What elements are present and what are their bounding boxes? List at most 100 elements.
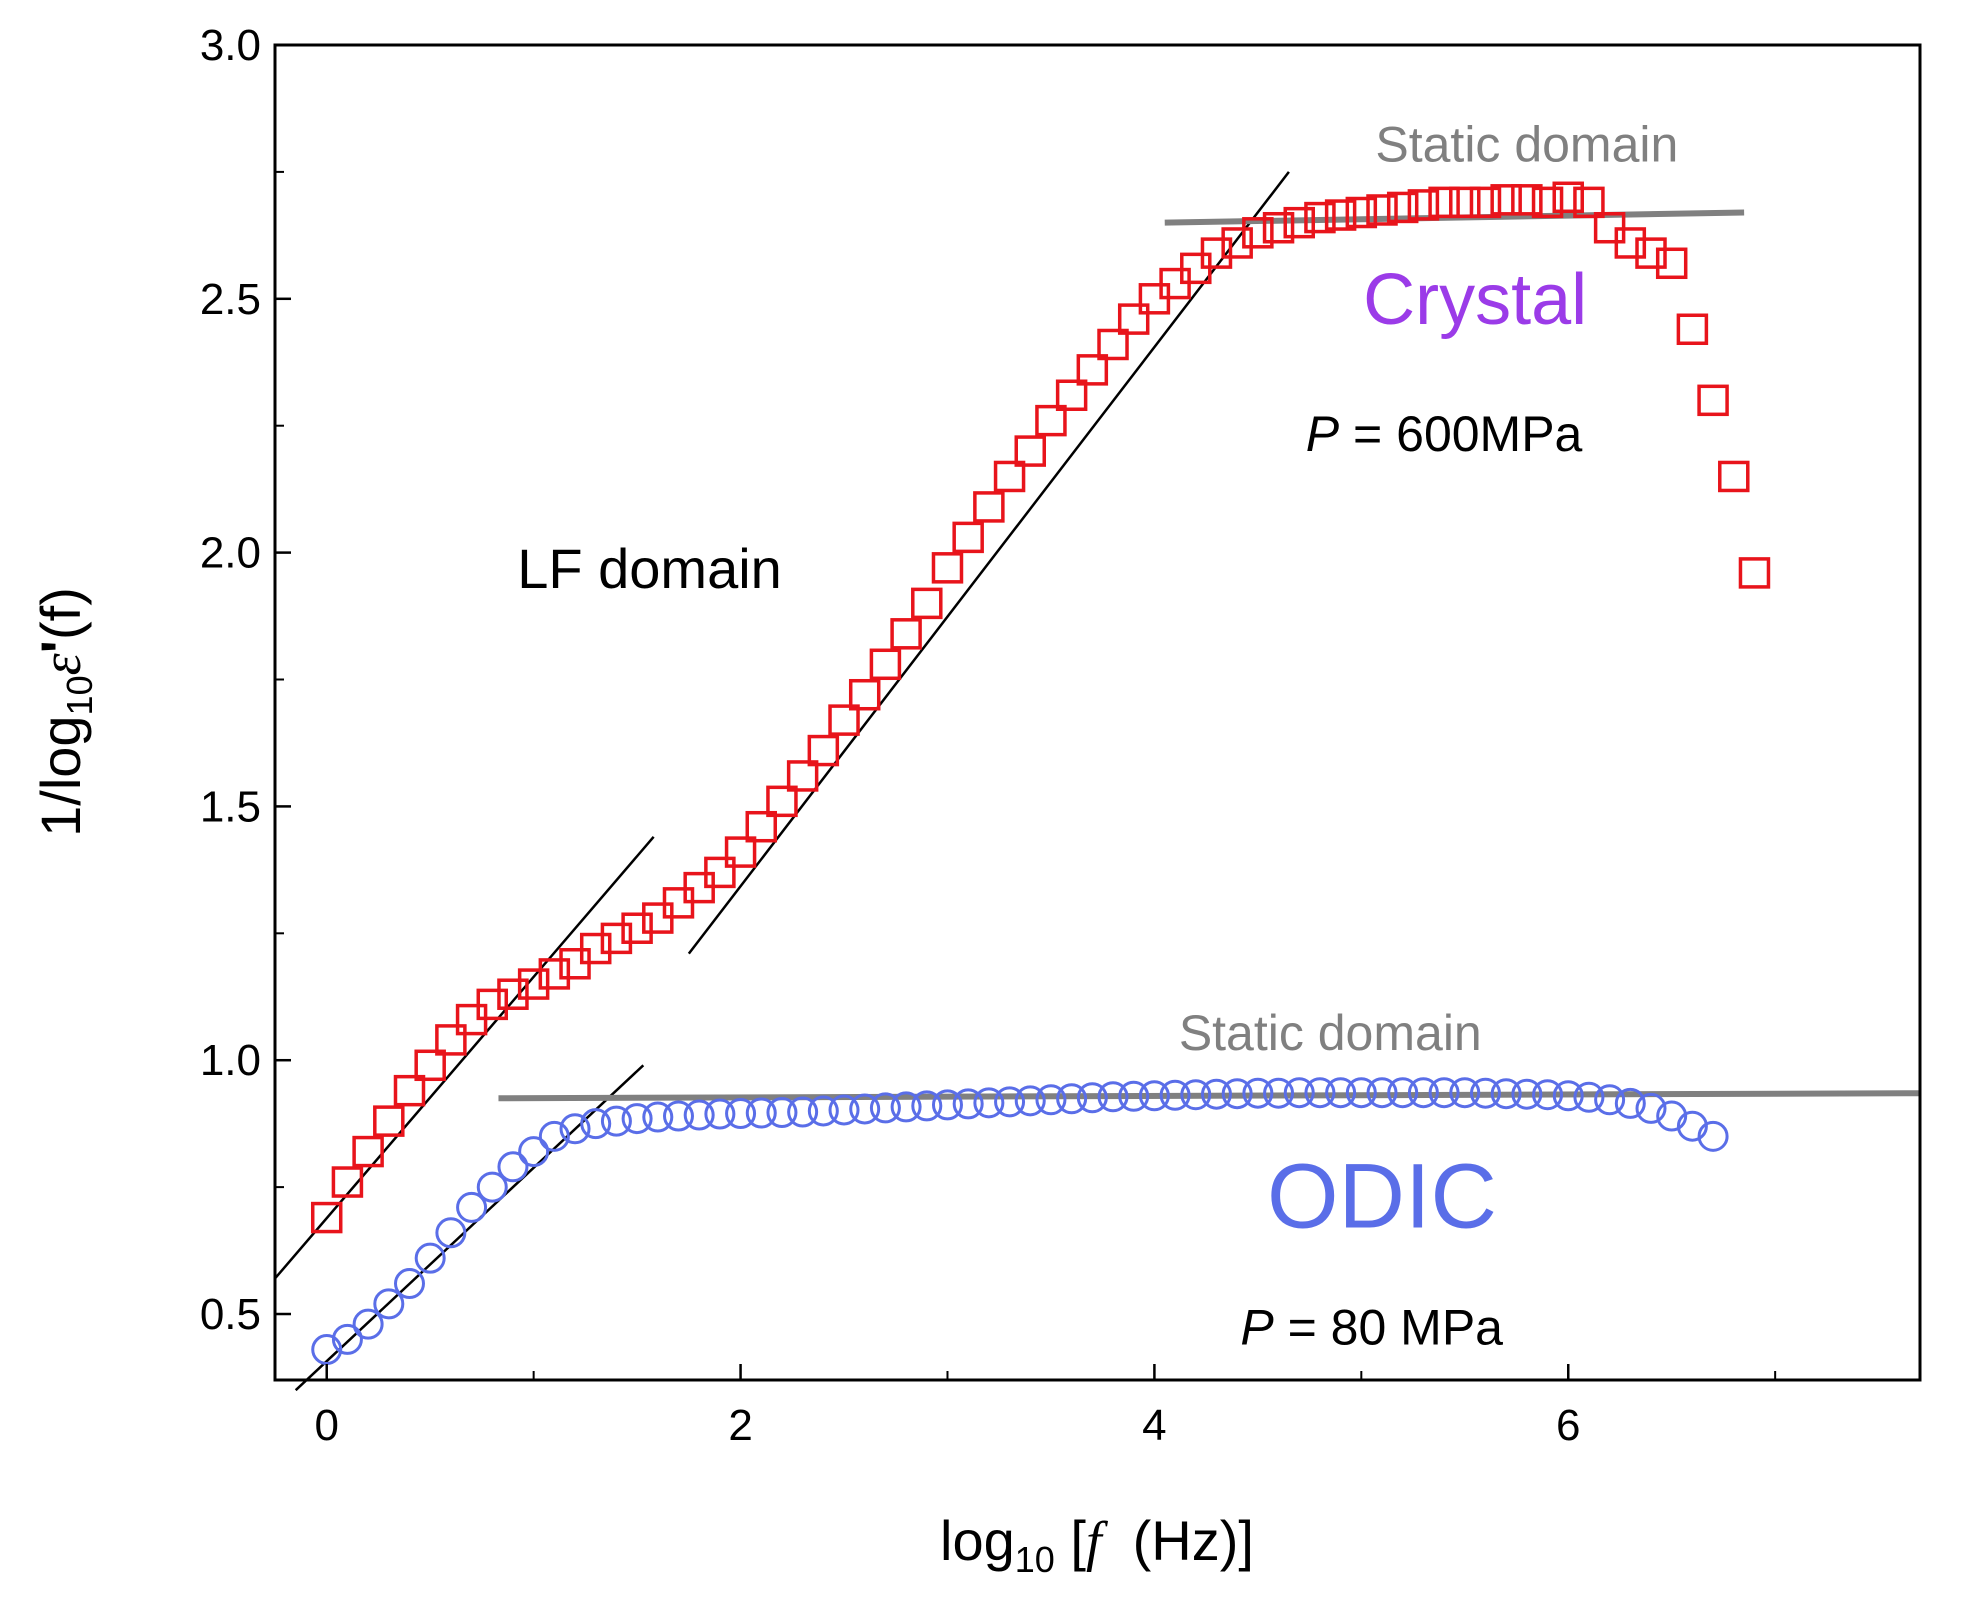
odic-point [414,1242,446,1274]
odic-point [1014,1085,1046,1117]
crystal-point [579,932,612,965]
odic-pressure-label: P = 80 MPa [1240,1299,1503,1355]
crystal-point [807,734,840,767]
odic-point [476,1171,508,1203]
odic-point [1242,1077,1274,1109]
y-tick-label: 0.5 [200,1290,261,1339]
crystal-point [1718,460,1750,493]
crystal-point [1490,184,1522,216]
odic-point [1573,1081,1605,1113]
y-tick-label: 3.0 [200,21,261,70]
crystal-point [890,618,922,650]
odic-point [1532,1079,1564,1111]
odic-point [1200,1078,1232,1110]
x-axis-title: log10 [f (Hz)] [940,1509,1254,1580]
crystal-point [1055,379,1088,411]
odic-point [538,1120,570,1152]
odic-point [869,1092,901,1124]
odic-point [828,1094,860,1126]
odic-point [1449,1077,1481,1109]
odic-point [621,1103,653,1135]
crystal-point [1242,217,1274,249]
odic-point [1118,1080,1150,1112]
plot-frame [273,43,1922,1382]
odic-point [1304,1077,1336,1109]
odic-point [1097,1081,1129,1113]
odic-point [311,1334,343,1366]
crystal-point [993,460,1026,493]
crystal-point [1428,186,1460,219]
x-tick-label: 2 [728,1401,752,1450]
crystal-point [1697,384,1729,417]
odic-point [1614,1087,1646,1119]
crystal-point [1407,189,1440,221]
odic-point [931,1089,963,1121]
odic-point [373,1288,405,1320]
odic-point [994,1086,1026,1118]
crystal-point [1283,206,1315,239]
crystal-point [1345,196,1378,229]
crystal-point [1117,303,1150,335]
crystal-point [1366,194,1398,226]
odic-point [1035,1084,1067,1116]
annotations: Static domain Crystal Static domain LF doma… [517,117,1678,1356]
odic-point [766,1096,798,1128]
crystal-point [786,760,819,792]
odic-point [1511,1078,1543,1110]
crystal-point [973,491,1005,523]
crystal-point [1449,186,1481,219]
odic-point [849,1093,881,1125]
crystal-point [393,1074,426,1107]
x-tick-label: 6 [1556,1401,1580,1450]
odic-point [1490,1078,1522,1110]
odic-point [559,1113,591,1145]
static-domain-label-odic: Static domain [1179,1005,1482,1061]
x-tick-label: 4 [1142,1401,1166,1450]
odic-point [1345,1077,1377,1109]
crystal-point [931,552,964,584]
crystal-lf-fit-high [687,171,1290,955]
odic-point [600,1105,632,1137]
odic-point [1697,1120,1729,1152]
crystal-point [704,856,736,889]
odic-point [331,1323,363,1355]
odic-point [1656,1100,1688,1132]
odic-label: ODIC [1267,1146,1497,1248]
crystal-point [1221,227,1253,259]
odic-point [435,1217,467,1249]
odic-point [580,1108,612,1140]
odic-point [1676,1110,1708,1142]
crystal-point [1469,186,1502,219]
crystal-point [476,988,509,1021]
crystal-point [538,958,571,990]
crystal-point [1076,354,1109,386]
y-tick-label: 2.0 [200,529,261,578]
odic-point [1283,1077,1315,1109]
crystal-point [911,587,943,620]
pressure-value: = 80 MPa [1274,1299,1503,1355]
crystal-point [869,648,902,681]
crystal-point [1035,404,1067,437]
crystal-point [414,1049,446,1082]
crystal-point [1014,435,1047,467]
lf-domain-label: LF domain [517,537,782,600]
crystal-point [1511,184,1543,216]
crystal-point [310,1201,343,1234]
crystal-point [435,1024,467,1056]
axis-ticks: 0 2 4 6 0.5 1.0 1.5 2.0 2.5 3.0 [200,21,1777,1450]
odic-point [1263,1077,1295,1109]
odic-point [725,1098,757,1130]
crystal-point [952,521,984,554]
crystal-point [331,1166,364,1198]
odic-point [704,1098,736,1130]
crystal-point [745,810,778,843]
odic-point [1138,1080,1170,1112]
y-axis-title: 1/log10ε'(f) [29,587,100,837]
data-markers [310,181,1771,1366]
odic-point [662,1100,694,1132]
odic-point [1366,1077,1398,1109]
odic-point [1387,1077,1419,1109]
pressure-value: = 600MPa [1339,406,1582,462]
odic-point [952,1088,984,1120]
